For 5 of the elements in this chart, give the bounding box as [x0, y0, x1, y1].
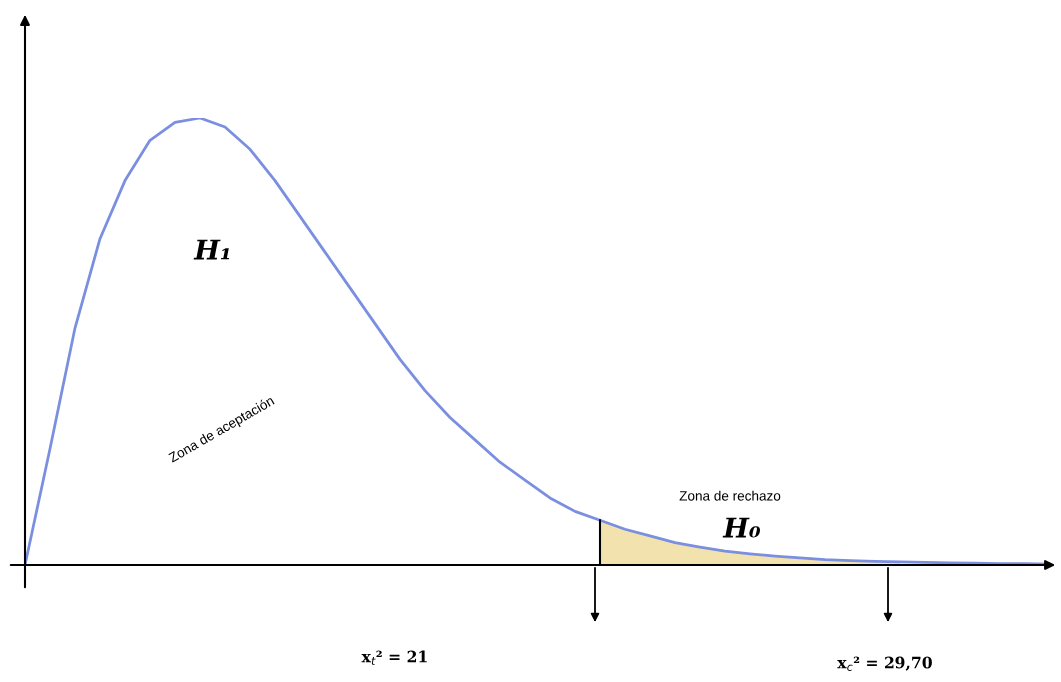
- annotation: H₁: [193, 239, 230, 260]
- annotation: Zona de rechazo: [679, 490, 781, 501]
- annotation: H₀: [722, 517, 761, 538]
- text: x$_{t}$² = 21: [361, 650, 427, 665]
- text: x$_{c}$² = 29,70: [837, 656, 932, 671]
